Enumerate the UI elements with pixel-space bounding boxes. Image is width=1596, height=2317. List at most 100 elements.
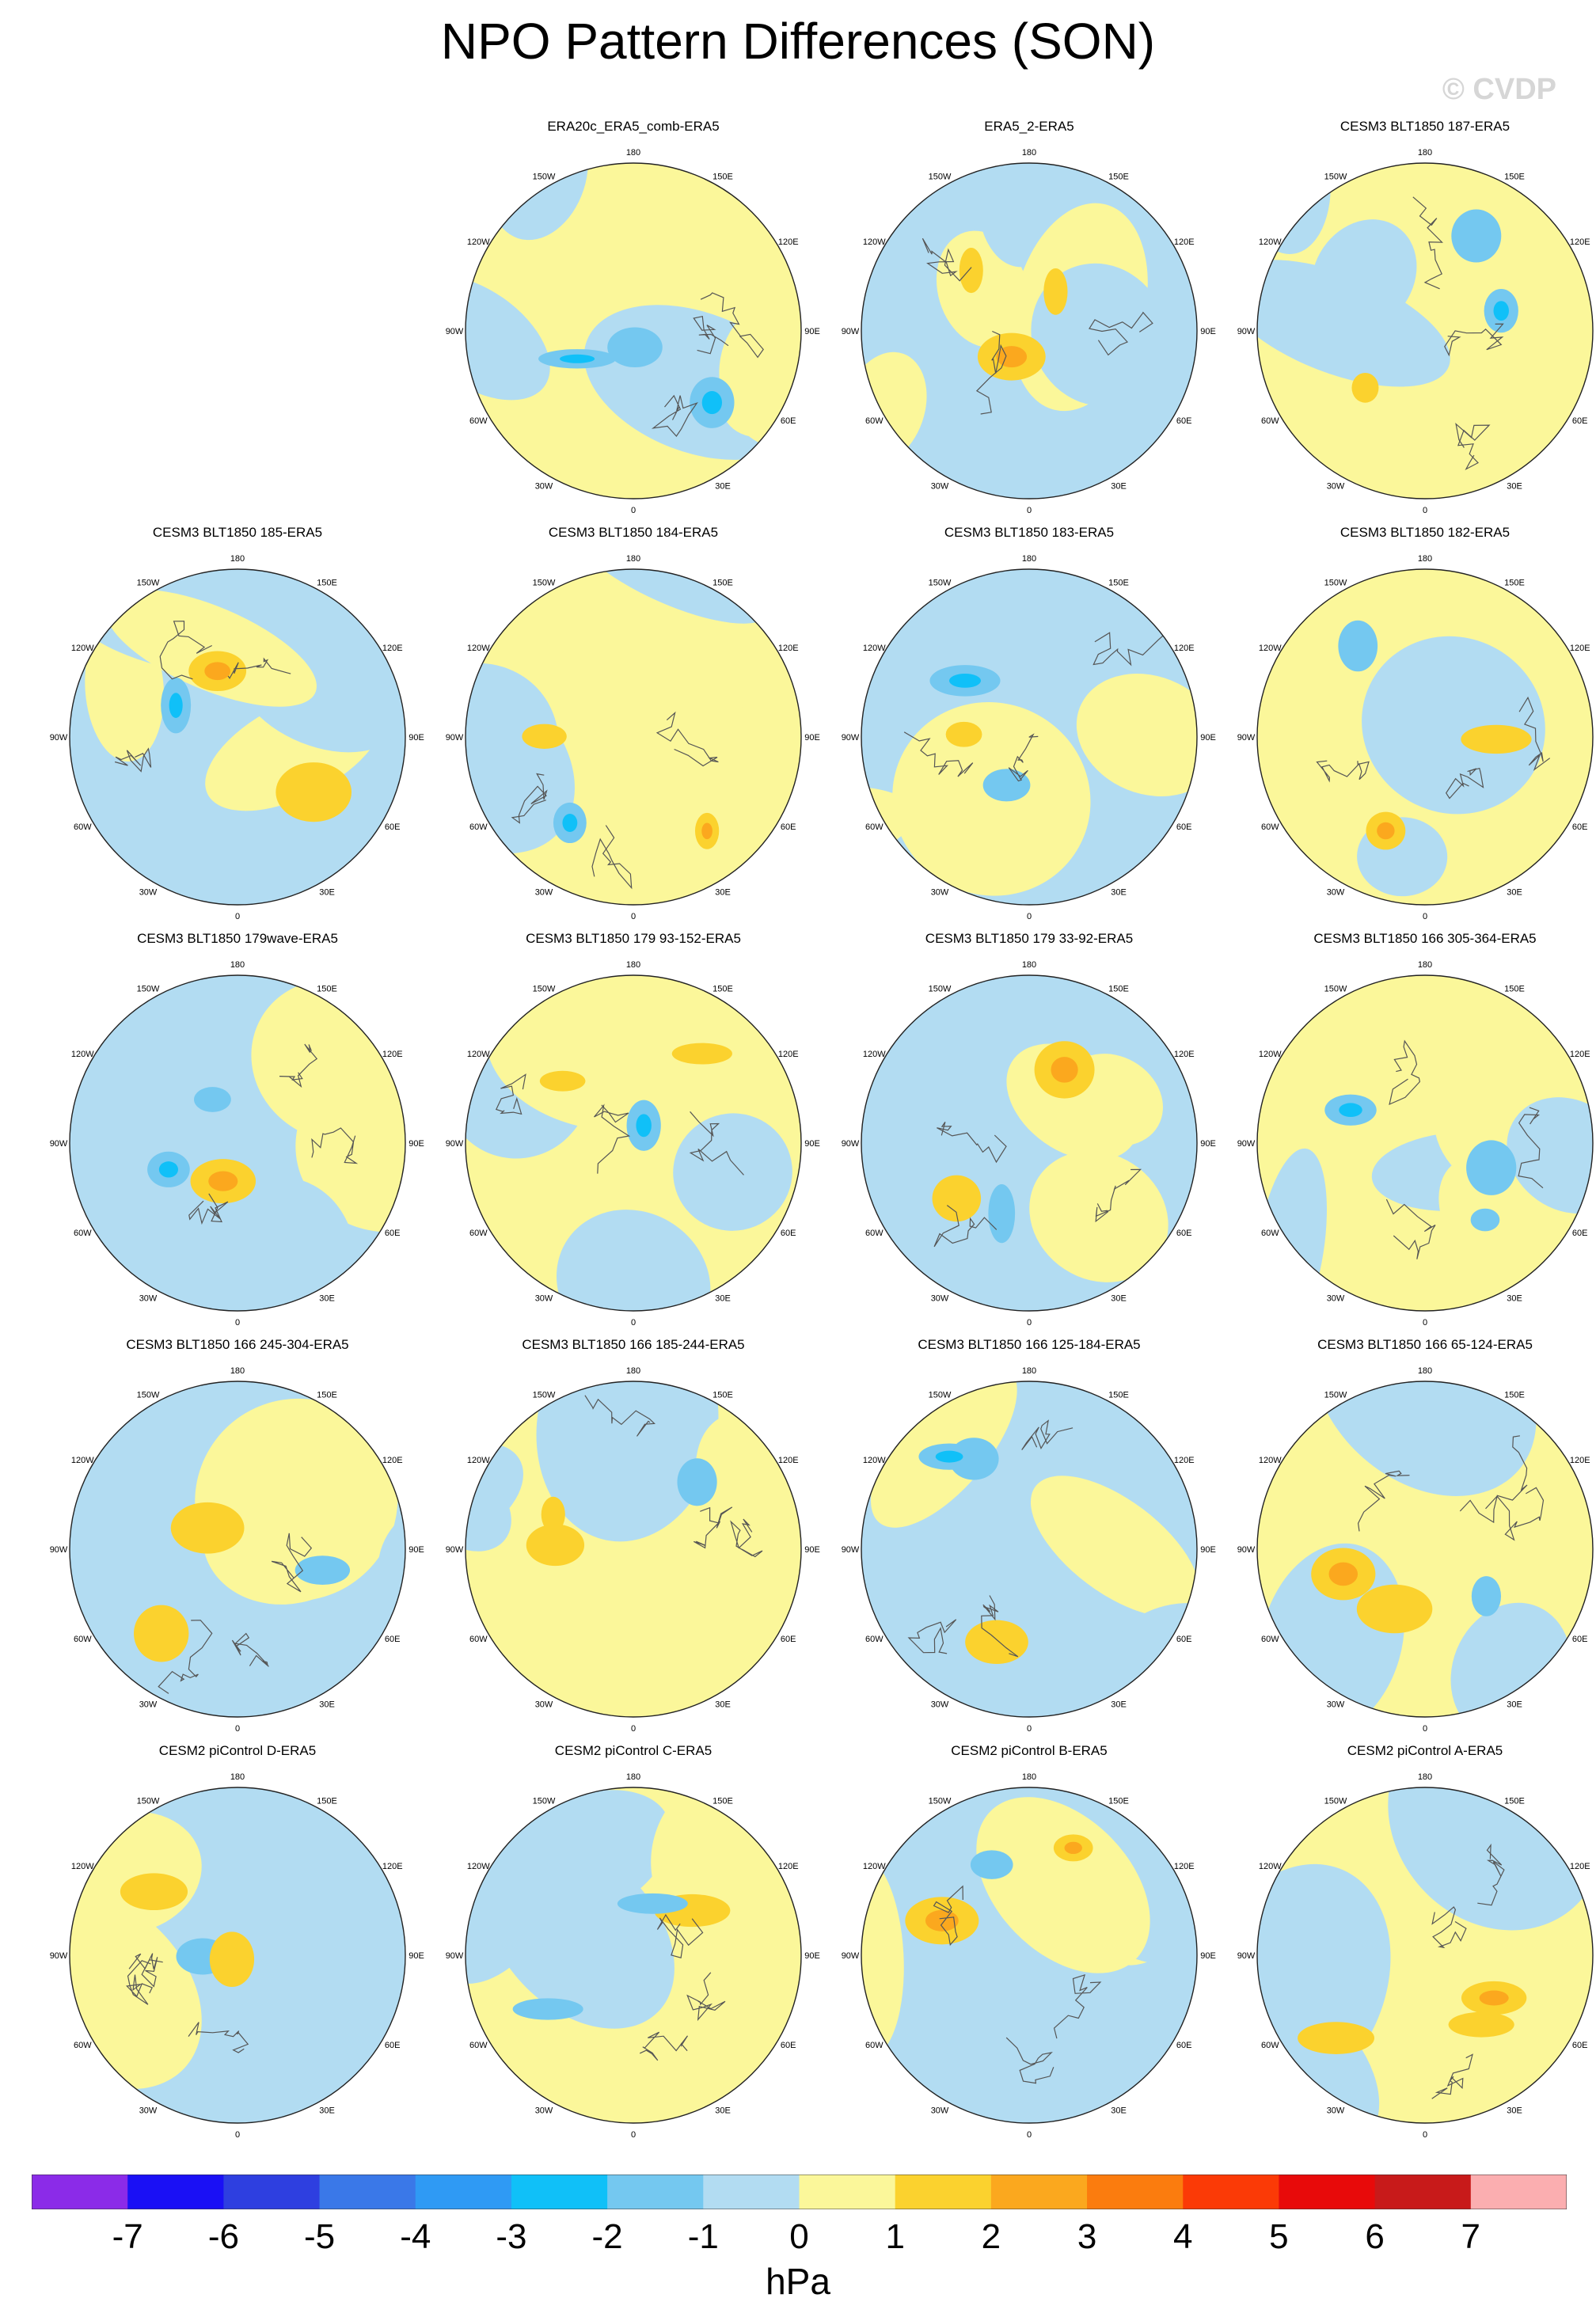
longitude-label: 60W [865, 822, 884, 832]
positive-anomaly [932, 1175, 982, 1222]
longitude-label: 90W [50, 1139, 68, 1149]
longitude-label: 30E [715, 1294, 731, 1304]
map-panel: CESM3 BLT1850 183-ERA5 180 150E 120E 90E 60E 3… [831, 525, 1227, 921]
longitude-label: 60E [1176, 1635, 1192, 1644]
longitude-label: 60W [74, 822, 92, 832]
positive-anomaly-core [925, 1909, 959, 1931]
longitude-label: 120E [1174, 1862, 1195, 1871]
longitude-label: 60W [865, 1229, 884, 1238]
longitude-label: 90W [842, 1139, 860, 1149]
negative-anomaly-core [560, 354, 595, 363]
panel-title: CESM2 piControl A-ERA5 [1347, 1743, 1503, 1758]
longitude-label: 30E [319, 888, 335, 898]
negative-anomaly [1471, 1576, 1502, 1616]
longitude-label: 60E [1572, 2041, 1588, 2050]
coastline [495, 1073, 744, 1176]
map-panel: ERA5_2-ERA5 180 150E 120E 90E 60E 30E 0 30W 60W 90… [831, 119, 1227, 515]
longitude-label: 180 [626, 1772, 640, 1782]
negative-anomaly-core [562, 813, 578, 832]
longitude-label: 30W [1327, 2106, 1345, 2116]
longitude-label: 120W [1259, 237, 1282, 247]
negative-anomaly-core [701, 390, 723, 415]
colorbar-swatch [32, 2175, 128, 2209]
longitude-label: 150E [317, 1796, 337, 1806]
longitude-label: 90E [804, 1139, 820, 1149]
longitude-label: 0 [631, 506, 636, 515]
coastline [922, 237, 1153, 415]
longitude-label: 180 [1418, 1366, 1432, 1376]
longitude-label: 30W [931, 482, 949, 492]
longitude-label: 90W [1237, 1951, 1256, 1961]
positive-anomaly-core [1479, 1990, 1509, 2006]
longitude-label: 90E [408, 733, 424, 743]
longitude-label: 60E [1572, 1635, 1588, 1644]
longitude-label: 30W [535, 1294, 553, 1304]
coastline [584, 1395, 763, 1558]
colorbar-tick-label: 7 [1461, 2217, 1481, 2256]
positive-anomaly-core [701, 822, 712, 840]
panel-title: CESM3 BLT1850 166 125-184-ERA5 [918, 1337, 1141, 1352]
field-region [683, 1529, 790, 1650]
colorbar-swatch [1470, 2175, 1567, 2209]
map-field [466, 163, 801, 499]
positive-anomaly-core [208, 1171, 238, 1191]
longitude-label: 150W [1324, 172, 1347, 181]
longitude-label: 60E [385, 1229, 401, 1238]
field-region [536, 1381, 719, 1542]
longitude-label: 30W [1327, 888, 1345, 898]
colorbar-tick-label: -6 [207, 2217, 239, 2256]
map-boundary [465, 162, 802, 499]
field-region [466, 1464, 511, 1552]
longitude-label: 120W [71, 1862, 94, 1871]
longitude-label: 90W [1237, 733, 1256, 743]
map-boundary [861, 568, 1198, 906]
panel-title: CESM2 piControl D-ERA5 [158, 1743, 317, 1758]
longitude-label: 120W [71, 644, 94, 653]
longitude-label: 30E [1507, 2106, 1522, 2116]
map-field [70, 975, 405, 1311]
longitude-label: 150W [137, 1796, 160, 1806]
longitude-label: 30W [139, 2106, 158, 2116]
longitude-label: 150E [1504, 172, 1525, 181]
colorbar-units: hPa [766, 2261, 830, 2302]
longitude-label: 150W [1324, 1796, 1347, 1806]
longitude-label: 30W [1327, 1700, 1345, 1710]
panel-title: CESM2 piControl B-ERA5 [951, 1743, 1108, 1758]
map-panel: CESM3 BLT1850 179 93-152-ERA5 180 150E 120E… [435, 931, 831, 1328]
positive-anomaly [1448, 2011, 1514, 2038]
field-region [1362, 636, 1545, 815]
colorbar-swatch [1087, 2175, 1184, 2209]
longitude-label: 90E [804, 1545, 820, 1555]
map-field [861, 163, 1197, 499]
longitude-label: 60E [385, 2041, 401, 2050]
map-panel: CESM3 BLT1850 184-ERA5 180 150E 120E 90E 60E 3… [435, 525, 831, 921]
longitude-label: 30W [535, 888, 553, 898]
longitude-label: 90W [1237, 1139, 1256, 1149]
field-region [162, 1176, 357, 1311]
longitude-label: 150W [1324, 1390, 1347, 1400]
longitude-label: 30W [931, 888, 949, 898]
longitude-label: 60E [1176, 2041, 1192, 2050]
map-field [1257, 1381, 1593, 1717]
longitude-label: 60W [74, 1229, 92, 1238]
longitude-label: 120E [382, 1862, 403, 1871]
longitude-label: 0 [631, 912, 636, 921]
longitude-label: 180 [1022, 1366, 1036, 1376]
longitude-label: 120E [382, 1456, 403, 1465]
field-region [1257, 260, 1450, 387]
longitude-label: 120E [1174, 644, 1195, 653]
colorbar-tick-label: 0 [789, 2217, 809, 2256]
map-boundary [1256, 568, 1594, 906]
map-field [70, 1787, 405, 2123]
colorbar-swatch [607, 2175, 704, 2209]
field-region [466, 275, 550, 401]
colorbar-tick-label: -2 [591, 2217, 623, 2256]
panel-title: ERA5_2-ERA5 [984, 119, 1074, 134]
panel-title: CESM3 BLT1850 185-ERA5 [152, 525, 323, 540]
longitude-label: 120E [1570, 1050, 1590, 1059]
coastline [126, 1953, 249, 2053]
longitude-label: 120E [778, 1456, 799, 1465]
